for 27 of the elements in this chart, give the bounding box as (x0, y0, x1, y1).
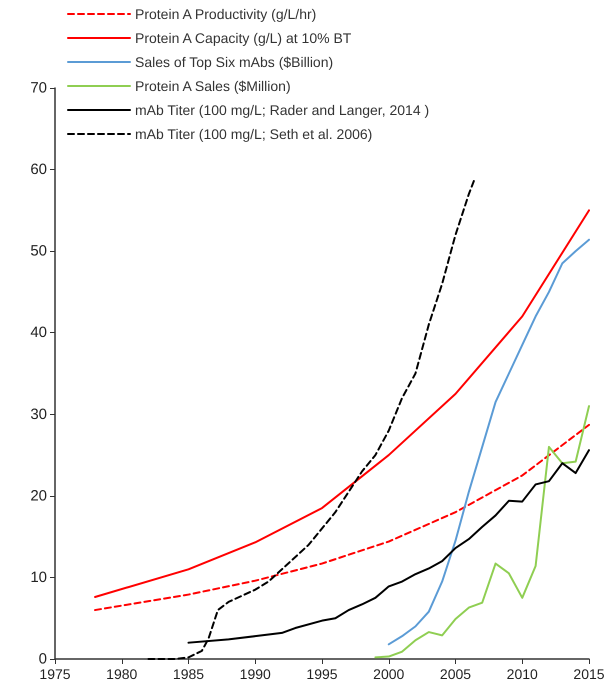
x-tick-label: 1995 (306, 666, 338, 682)
y-tick-label: 20 (30, 487, 47, 504)
x-tick-label: 1985 (172, 666, 204, 682)
y-tick-label: 70 (30, 80, 47, 96)
x-tick-label: 2015 (573, 666, 605, 682)
x-tick-label: 2010 (506, 666, 538, 682)
legend-label: Protein A Productivity (g/L/hr) (135, 6, 316, 22)
y-tick-label: 60 (30, 161, 47, 178)
line-series (94, 424, 590, 612)
x-tick-label: 2000 (373, 666, 405, 682)
x-tick-label: 1980 (106, 666, 138, 682)
legend-label: mAb Titer (100 mg/L; Seth et al. 2006) (135, 126, 372, 142)
legend-label: Protein A Sales ($Million) (135, 78, 291, 94)
x-tick-label: 1990 (240, 666, 272, 682)
legend-label: mAb Titer (100 mg/L; Rader and Langer, 2014 ) (135, 102, 430, 118)
legend-label: Sales of Top Six mAbs ($Billion) (135, 54, 334, 70)
y-tick-label: 0 (38, 650, 47, 668)
y-tick-label: 40 (30, 324, 47, 342)
line-series (94, 209, 590, 598)
y-tick-label: 30 (30, 406, 47, 423)
line-series (388, 238, 590, 646)
x-tick-label: 1975 (39, 666, 71, 682)
line-series (374, 405, 590, 658)
legend-label: Protein A Capacity (g/L) at 10% BT (135, 30, 352, 46)
y-tick-label: 10 (30, 568, 47, 586)
x-tick-label: 2005 (440, 666, 472, 682)
y-tick-label: 50 (30, 242, 47, 260)
